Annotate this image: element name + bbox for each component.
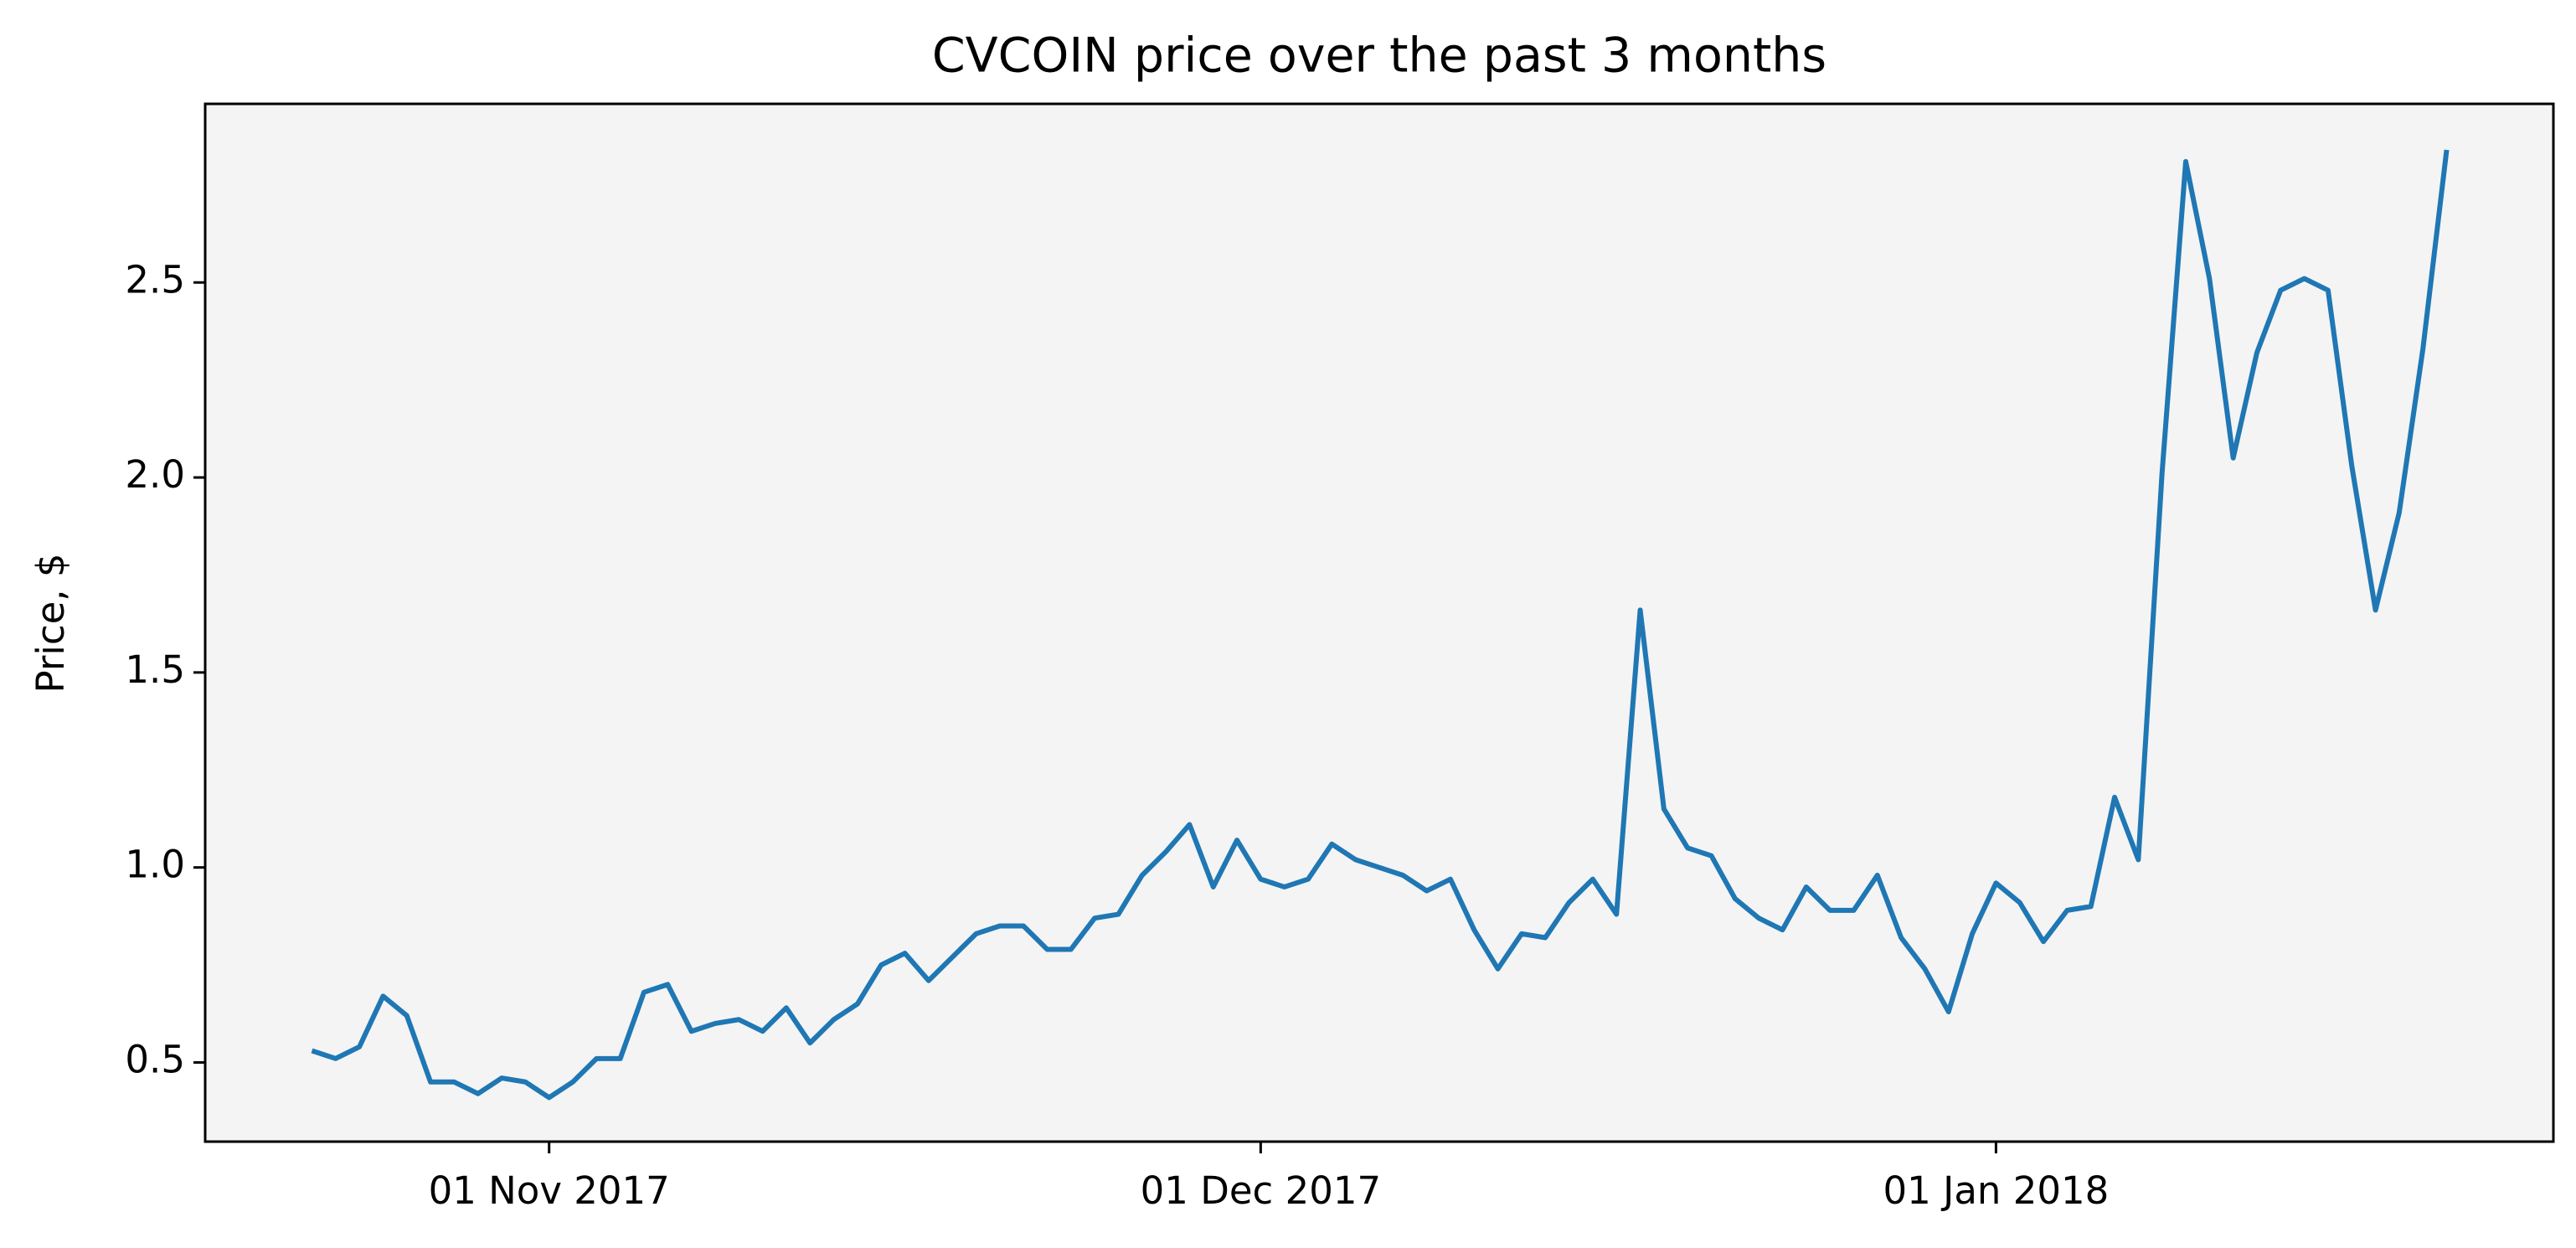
plot-frame	[204, 102, 2555, 1143]
price-line	[311, 149, 2450, 1101]
y-tick-label: 2.5	[125, 257, 185, 302]
x-tick-label: 01 Nov 2017	[429, 1168, 670, 1213]
y-axis-label: Price, $	[28, 553, 73, 693]
plot-area	[205, 104, 2553, 1142]
x-tick-label: 01 Dec 2017	[1141, 1168, 1381, 1213]
y-tick-label: 2.0	[125, 452, 185, 497]
y-tick-label: 0.5	[125, 1037, 185, 1081]
y-tick-label: 1.0	[125, 843, 185, 887]
y-tick-label: 1.5	[125, 647, 185, 692]
x-tick-label: 01 Jan 2018	[1883, 1168, 2110, 1213]
chart-title: CVCOIN price over the past 3 months	[932, 28, 1826, 84]
